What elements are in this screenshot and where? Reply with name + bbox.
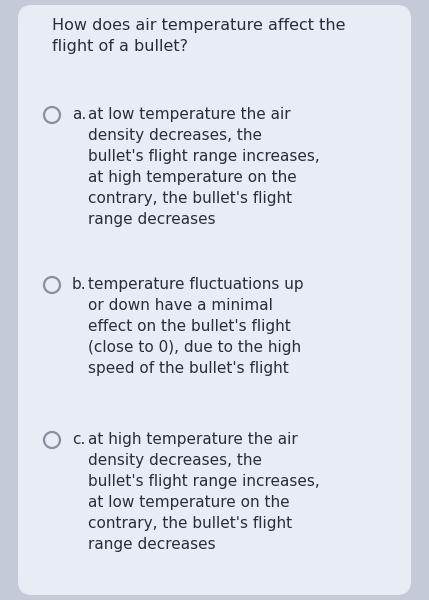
Text: b.: b. bbox=[72, 277, 87, 292]
FancyBboxPatch shape bbox=[18, 5, 411, 595]
Text: How does air temperature affect the
flight of a bullet?: How does air temperature affect the flig… bbox=[52, 18, 345, 54]
Circle shape bbox=[44, 277, 60, 293]
Text: a.: a. bbox=[72, 107, 86, 122]
Text: at high temperature the air
density decreases, the
bullet's flight range increas: at high temperature the air density decr… bbox=[88, 432, 320, 552]
Circle shape bbox=[44, 107, 60, 123]
Text: at low temperature the air
density decreases, the
bullet's flight range increase: at low temperature the air density decre… bbox=[88, 107, 320, 227]
Text: temperature fluctuations up
or down have a minimal
effect on the bullet's flight: temperature fluctuations up or down have… bbox=[88, 277, 304, 376]
Circle shape bbox=[44, 432, 60, 448]
Text: c.: c. bbox=[72, 432, 85, 447]
